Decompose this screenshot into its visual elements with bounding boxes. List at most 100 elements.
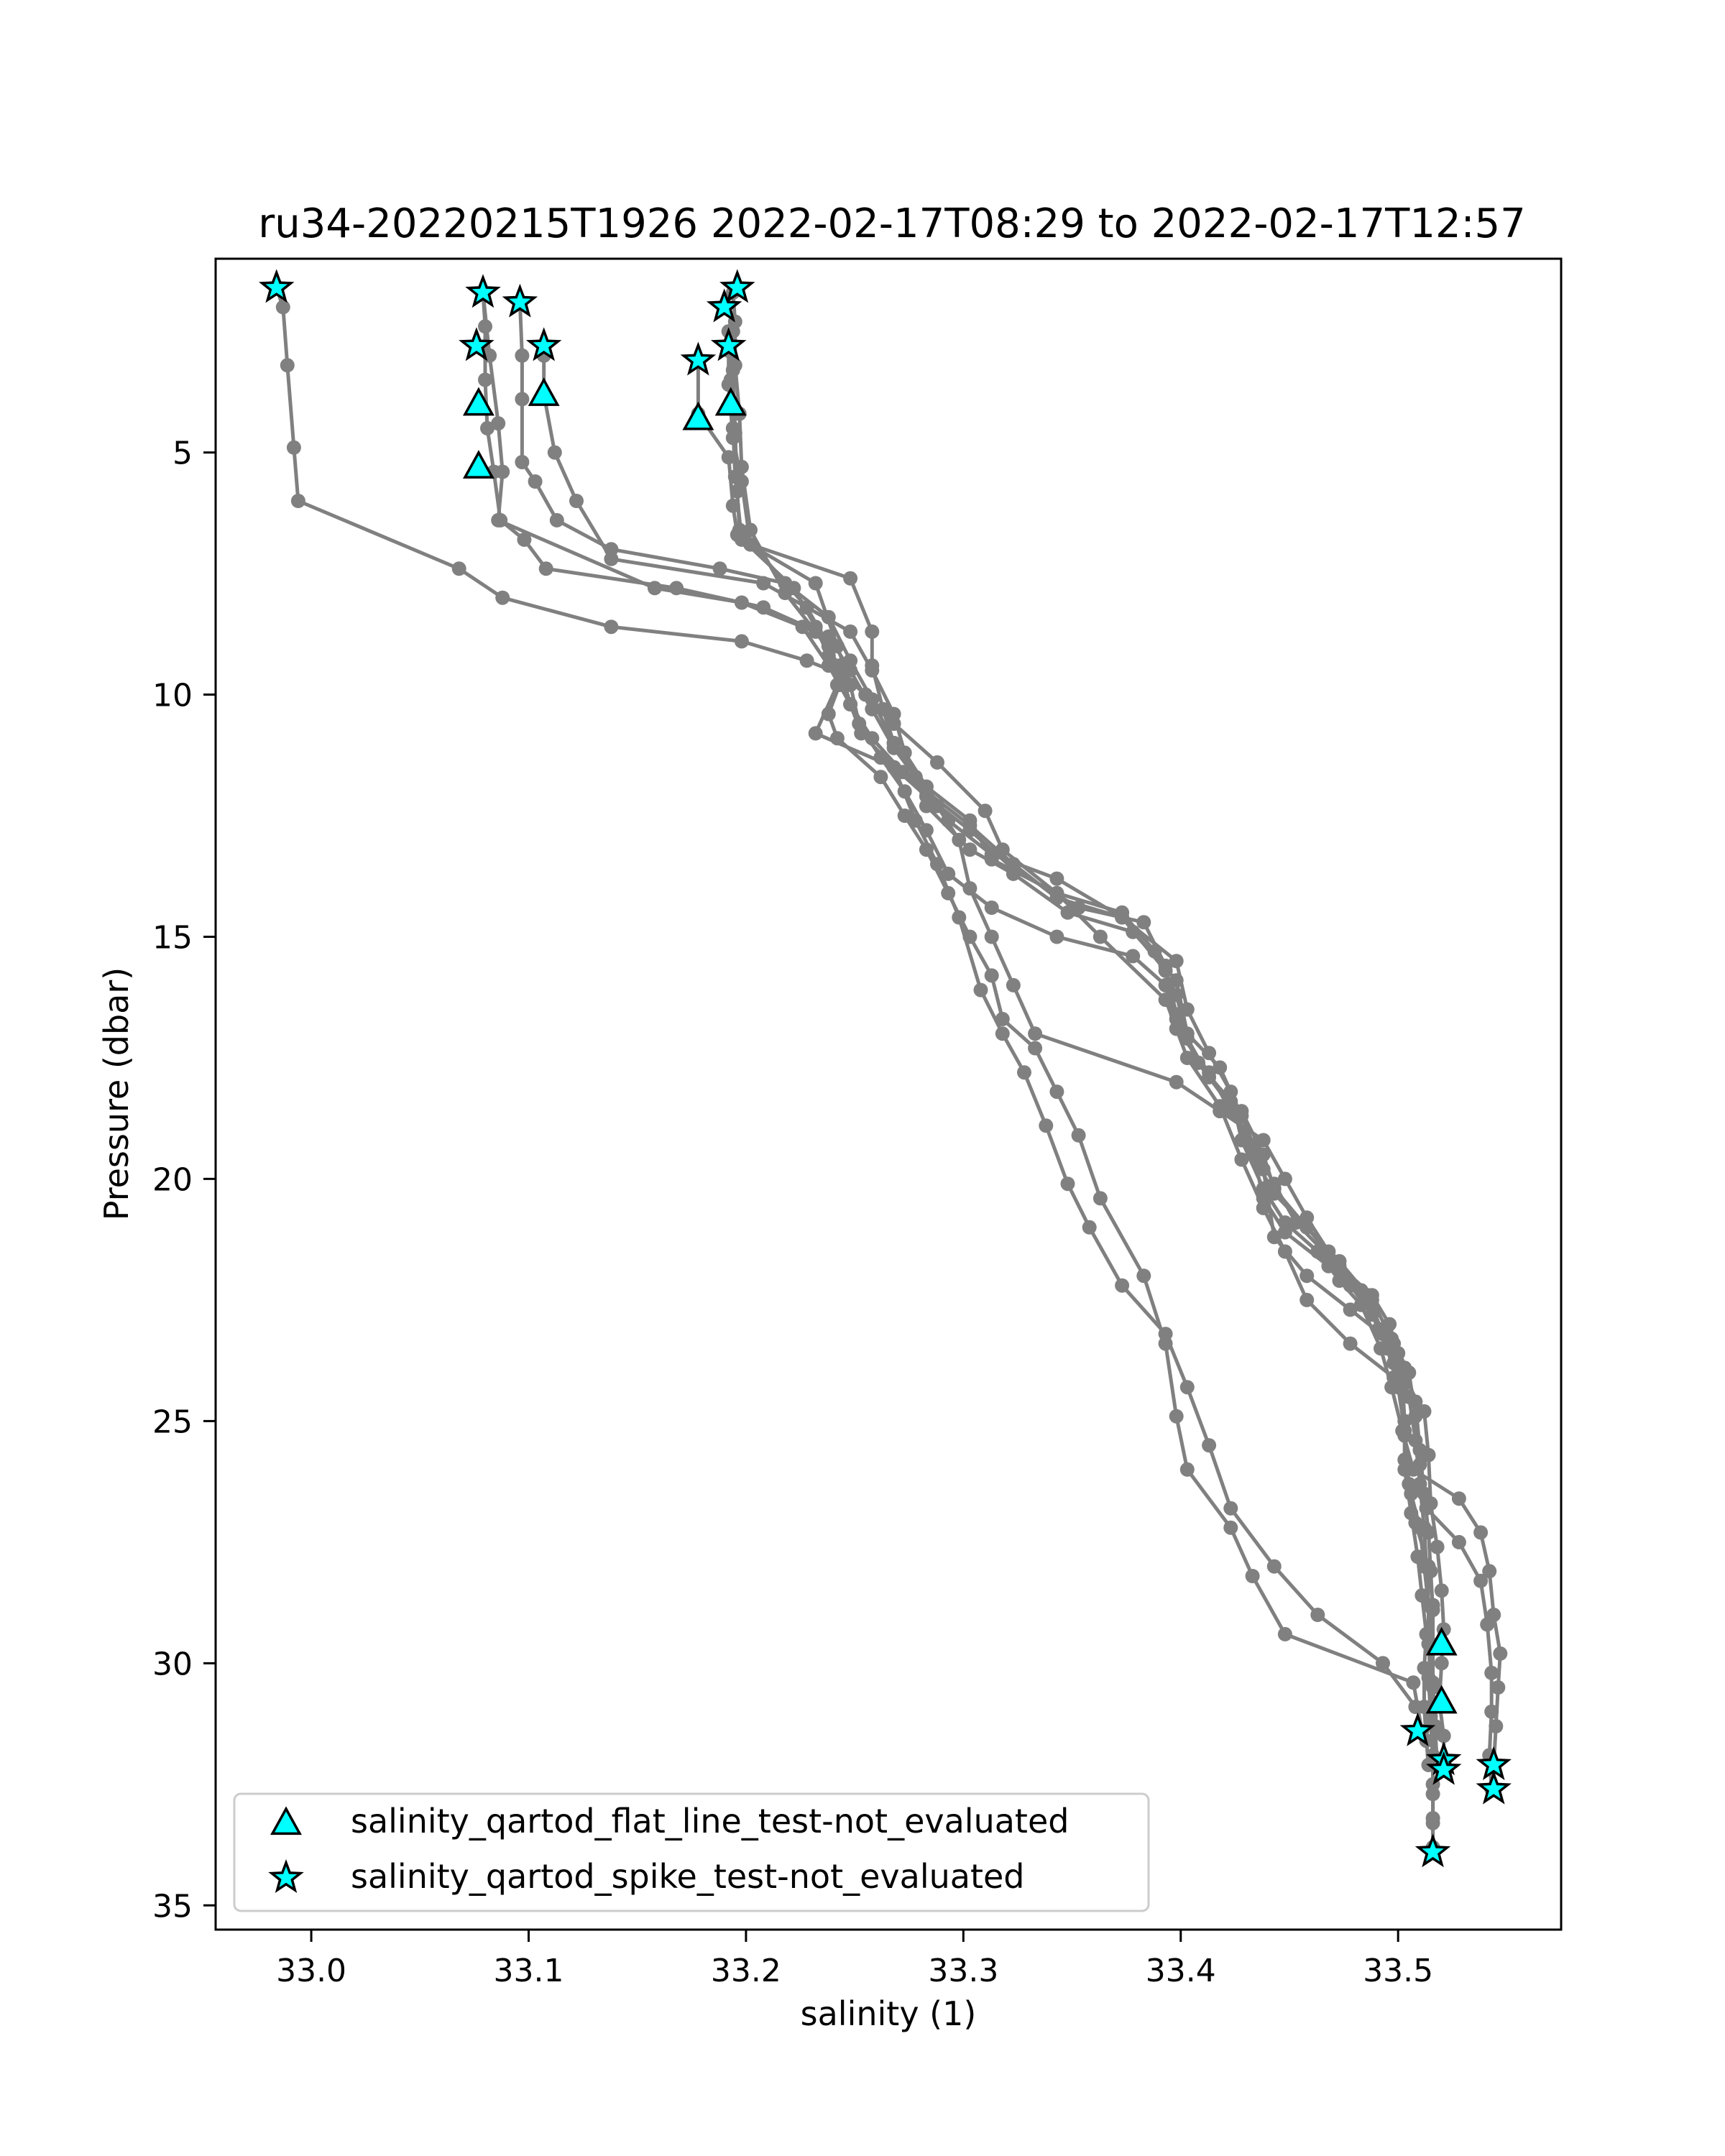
profile-point [1006, 977, 1021, 992]
profile-point [1277, 1171, 1292, 1187]
flat-line-flag-marker [1425, 1685, 1458, 1714]
profile-point [1289, 1215, 1303, 1230]
spike-flag-marker [719, 269, 755, 303]
profile-point [1408, 1433, 1423, 1448]
profile-point [1486, 1608, 1501, 1622]
profile-point [1482, 1564, 1497, 1579]
profile-point [1382, 1317, 1397, 1332]
profile-point [480, 420, 494, 436]
profile-point [1451, 1534, 1466, 1549]
profile-point [1266, 1230, 1282, 1245]
plot-area [214, 257, 1563, 1931]
profile-point [799, 653, 814, 668]
profile-point [1364, 1288, 1379, 1303]
profile-point [732, 522, 747, 538]
spike-flag-marker [525, 327, 562, 361]
profile-point [1343, 1302, 1358, 1317]
profile-point [275, 300, 290, 315]
spike-flag-marker [1476, 1770, 1512, 1805]
profile-point [1060, 1176, 1075, 1192]
profile-point [1179, 1462, 1195, 1477]
profile-point [897, 808, 912, 823]
profile-point [1386, 1355, 1402, 1370]
profile-point [1028, 1041, 1043, 1056]
profile-point [1300, 1292, 1315, 1307]
profile-point [1412, 1477, 1427, 1491]
profile-point [1434, 1583, 1449, 1598]
profile-point [1092, 929, 1108, 944]
legend-label-spike: salinity_qartod_spike_test-not_evaluated [351, 1857, 1024, 1896]
profile-point [1169, 1021, 1184, 1036]
profile-point [1406, 1675, 1421, 1690]
profile-point [730, 484, 745, 499]
profile-point [1397, 1414, 1412, 1429]
profile-point [1371, 1322, 1386, 1337]
profile-point [569, 494, 584, 508]
profile-point [865, 624, 880, 639]
profile-point [1202, 1438, 1217, 1453]
profile-point [1245, 1569, 1260, 1583]
x-tick-label: 33.3 [928, 1953, 998, 1989]
profile-point [1421, 1670, 1436, 1685]
flat-line-test-markers [462, 377, 1458, 1714]
profile-point [984, 968, 999, 983]
profile-point [873, 770, 888, 785]
profile-point [725, 363, 740, 377]
triangle-marker-shape [270, 1806, 302, 1835]
profile-point [829, 678, 845, 692]
profile-point [843, 678, 858, 692]
profile-point [528, 474, 543, 489]
profile-point [808, 576, 823, 591]
profile-point [1300, 1268, 1315, 1284]
profile-point [286, 440, 301, 455]
profile-point [1158, 977, 1173, 992]
profile-point [1147, 944, 1162, 959]
profile-point [1234, 1152, 1249, 1167]
profile-point [491, 512, 506, 528]
profile-point [491, 416, 506, 431]
profile-point [1417, 1520, 1432, 1535]
profile-point [1082, 1220, 1097, 1235]
profile-point [1169, 1074, 1184, 1089]
profile-point [821, 639, 836, 654]
profile-point [604, 619, 619, 635]
profile-point [1245, 1138, 1260, 1153]
star-marker-shape [268, 1859, 304, 1894]
spike-flag-marker [680, 341, 717, 376]
profile-point [1353, 1283, 1368, 1298]
flat-line-flag-marker [528, 377, 560, 406]
profile-point [952, 910, 967, 925]
legend: salinity_qartod_flat_line_test-not_evalu… [233, 1792, 1150, 1912]
legend-entry-flat-line: salinity_qartod_flat_line_test-not_evalu… [270, 1802, 1069, 1841]
profile-point [1060, 905, 1075, 920]
profile-point [1179, 1380, 1195, 1395]
flat-line-flag-marker [1425, 1626, 1458, 1656]
profile-point [1049, 885, 1064, 900]
y-tick-label: 25 [152, 1404, 193, 1440]
profile-point [962, 813, 978, 828]
profile-point [1404, 1486, 1419, 1501]
profile-point [1115, 1278, 1130, 1293]
profile-point [1179, 1051, 1195, 1065]
profile-point [1169, 987, 1184, 1003]
x-tick-label: 33.4 [1146, 1953, 1216, 1989]
profile-point [1158, 1327, 1173, 1342]
profile-point [517, 532, 532, 547]
spike-flag-marker [706, 288, 742, 323]
x-axis: 33.0 33.1 33.2 33.3 33.4 33.5 [276, 1930, 1433, 1989]
profile-point [451, 561, 466, 576]
profile-point [930, 755, 944, 770]
profile-point [495, 464, 510, 479]
x-tick-label: 33.2 [711, 1953, 781, 1989]
profile-point [734, 595, 749, 610]
profile-lines [269, 280, 1508, 1860]
profile-point [1321, 1249, 1336, 1264]
spike-flag-marker [1414, 1833, 1451, 1868]
profile-point [1310, 1608, 1325, 1622]
profile-point [549, 512, 564, 528]
profile-point [808, 726, 823, 741]
profile-point [1376, 1656, 1390, 1671]
profile-10 [725, 324, 1423, 1714]
profile-point [1202, 1065, 1217, 1080]
